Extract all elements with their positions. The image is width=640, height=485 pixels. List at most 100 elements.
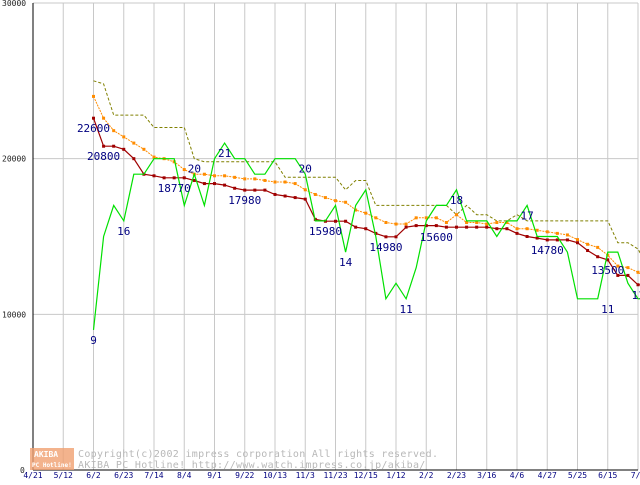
- lowest-price-point: [274, 193, 277, 196]
- store-count-line: [94, 143, 640, 330]
- average-price-point: [626, 266, 629, 269]
- x-tick-label: 6/23: [114, 471, 133, 480]
- data-label: 18770: [158, 182, 191, 195]
- lowest-price-point: [455, 226, 458, 229]
- average-price-point: [294, 182, 297, 185]
- average-price-point: [243, 177, 246, 180]
- lowest-price-point: [263, 189, 266, 192]
- lowest-price-point: [546, 238, 549, 241]
- x-tick-label: 11/23: [323, 471, 347, 480]
- average-price-point: [122, 135, 125, 138]
- data-label: 22600: [77, 122, 110, 135]
- average-price-point: [516, 227, 519, 230]
- copyright-line-1: Copyright(c)2002 impress corporation All…: [78, 449, 438, 460]
- lowest-price-point: [475, 226, 478, 229]
- data-label: 13500: [591, 264, 624, 277]
- average-price-point: [384, 221, 387, 224]
- lowest-price-point: [213, 182, 216, 185]
- lowest-price-point: [92, 117, 95, 120]
- lowest-price-point: [112, 145, 115, 148]
- data-label: 9: [90, 334, 97, 347]
- lowest-price-point: [203, 182, 206, 185]
- lowest-price-point: [395, 235, 398, 238]
- y-tick-label: 20000: [2, 155, 26, 164]
- lowest-price-point: [626, 274, 629, 277]
- lowest-price-point: [586, 249, 589, 252]
- average-price-point: [344, 201, 347, 204]
- average-price-point: [92, 95, 95, 98]
- lowest-price-point: [102, 145, 105, 148]
- lowest-price-point: [344, 220, 347, 223]
- average-price-point: [334, 199, 337, 202]
- lowest-price-point: [223, 184, 226, 187]
- data-label: 14980: [369, 241, 402, 254]
- akiba-logo-top: AKIBA: [34, 450, 58, 459]
- average-price-point: [314, 193, 317, 196]
- data-label: 20: [299, 163, 312, 176]
- data-label: 17: [520, 209, 533, 222]
- lowest-price-point: [596, 255, 599, 258]
- x-tick-label: 7/6: [631, 471, 640, 480]
- average-price-point: [223, 174, 226, 177]
- lowest-price-point: [405, 226, 408, 229]
- y-tick-label: 10000: [2, 310, 26, 319]
- data-labels: 2260020800187701798015980149801560014780…: [77, 122, 640, 347]
- average-price-point: [546, 230, 549, 233]
- lowest-price-point: [253, 189, 256, 192]
- lowest-price-point: [364, 227, 367, 230]
- average-price-point: [455, 213, 458, 216]
- lowest-price-point: [637, 283, 640, 286]
- average-price-point: [183, 168, 186, 171]
- x-tick-label: 1/12: [386, 471, 405, 480]
- average-price-point: [435, 216, 438, 219]
- lowest-price-point: [153, 174, 156, 177]
- average-price-point: [395, 223, 398, 226]
- average-price-point: [566, 233, 569, 236]
- lowest-price-point: [566, 238, 569, 241]
- lowest-price-point: [294, 196, 297, 199]
- lowest-price-point: [304, 198, 307, 201]
- lowest-price-point: [505, 227, 508, 230]
- lowest-price-point: [516, 232, 519, 235]
- average-price-point: [374, 216, 377, 219]
- average-price-point: [445, 221, 448, 224]
- data-label: 15980: [309, 225, 342, 238]
- average-price-point: [526, 227, 529, 230]
- data-label: 11: [601, 303, 614, 316]
- average-price-point: [112, 129, 115, 132]
- x-tick-label: 7/14: [144, 471, 163, 480]
- data-label: 14: [339, 256, 353, 269]
- average-price-point: [556, 232, 559, 235]
- data-label: 11900: [632, 289, 640, 302]
- data-label: 16: [117, 225, 130, 238]
- average-price-point: [576, 238, 579, 241]
- average-price-point: [102, 117, 105, 120]
- lowest-price-point: [435, 224, 438, 227]
- x-tick-label: 6/2: [86, 471, 101, 480]
- x-tick-label: 5/12: [54, 471, 73, 480]
- average-price-point: [637, 271, 640, 274]
- lowest-price-point: [132, 157, 135, 160]
- x-tick-label: 2/2: [419, 471, 434, 480]
- lowest-price-point: [243, 189, 246, 192]
- x-tick-label: 12/15: [354, 471, 378, 480]
- lowest-price-point: [495, 227, 498, 230]
- lowest-price-point: [173, 176, 176, 179]
- average-price-point: [405, 223, 408, 226]
- y-tick-label: 30000: [2, 0, 26, 8]
- average-price-point: [586, 243, 589, 246]
- x-tick-label: 11/3: [296, 471, 315, 480]
- x-tick-label: 4/27: [538, 471, 557, 480]
- average-price-point: [253, 177, 256, 180]
- average-price-point: [203, 173, 206, 176]
- x-tick-label: 9/1: [207, 471, 222, 480]
- average-price-point: [263, 179, 266, 182]
- lowest-price-point: [465, 226, 468, 229]
- lowest-price-point: [233, 187, 236, 190]
- average-price-point: [495, 221, 498, 224]
- x-tick-label: 2/23: [447, 471, 466, 480]
- x-tick-label: 10/13: [263, 471, 287, 480]
- data-label: 21: [218, 147, 231, 160]
- x-tick-label: 8/4: [177, 471, 192, 480]
